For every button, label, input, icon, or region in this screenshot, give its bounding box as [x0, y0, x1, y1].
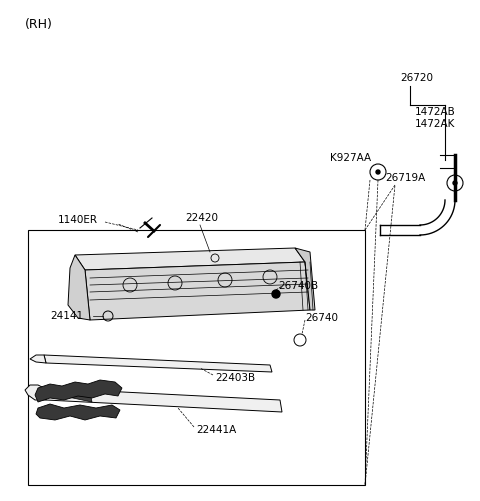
Polygon shape — [75, 248, 305, 270]
Text: 22441A: 22441A — [196, 425, 236, 435]
Polygon shape — [68, 255, 90, 320]
Text: 22420: 22420 — [185, 213, 218, 223]
Text: (RH): (RH) — [25, 18, 53, 31]
Polygon shape — [25, 385, 46, 400]
Text: 1472AB: 1472AB — [415, 107, 456, 117]
Text: 24141: 24141 — [50, 311, 83, 321]
Polygon shape — [44, 355, 272, 372]
Text: 1472AK: 1472AK — [415, 119, 456, 129]
Circle shape — [272, 290, 280, 298]
Circle shape — [376, 170, 380, 174]
Text: 26740: 26740 — [305, 313, 338, 323]
Text: 26719A: 26719A — [385, 173, 425, 183]
Polygon shape — [44, 388, 282, 412]
Text: 26740B: 26740B — [278, 281, 318, 291]
Bar — [28, 230, 365, 485]
Polygon shape — [36, 404, 120, 420]
Polygon shape — [30, 355, 46, 363]
Polygon shape — [295, 248, 315, 310]
Text: 22403B: 22403B — [215, 373, 255, 383]
Text: K927AA: K927AA — [330, 153, 371, 163]
Circle shape — [453, 181, 457, 185]
Polygon shape — [44, 390, 92, 402]
Text: 1140ER: 1140ER — [58, 215, 98, 225]
Text: 26720: 26720 — [400, 73, 433, 83]
Polygon shape — [85, 262, 310, 320]
Polygon shape — [35, 380, 122, 402]
